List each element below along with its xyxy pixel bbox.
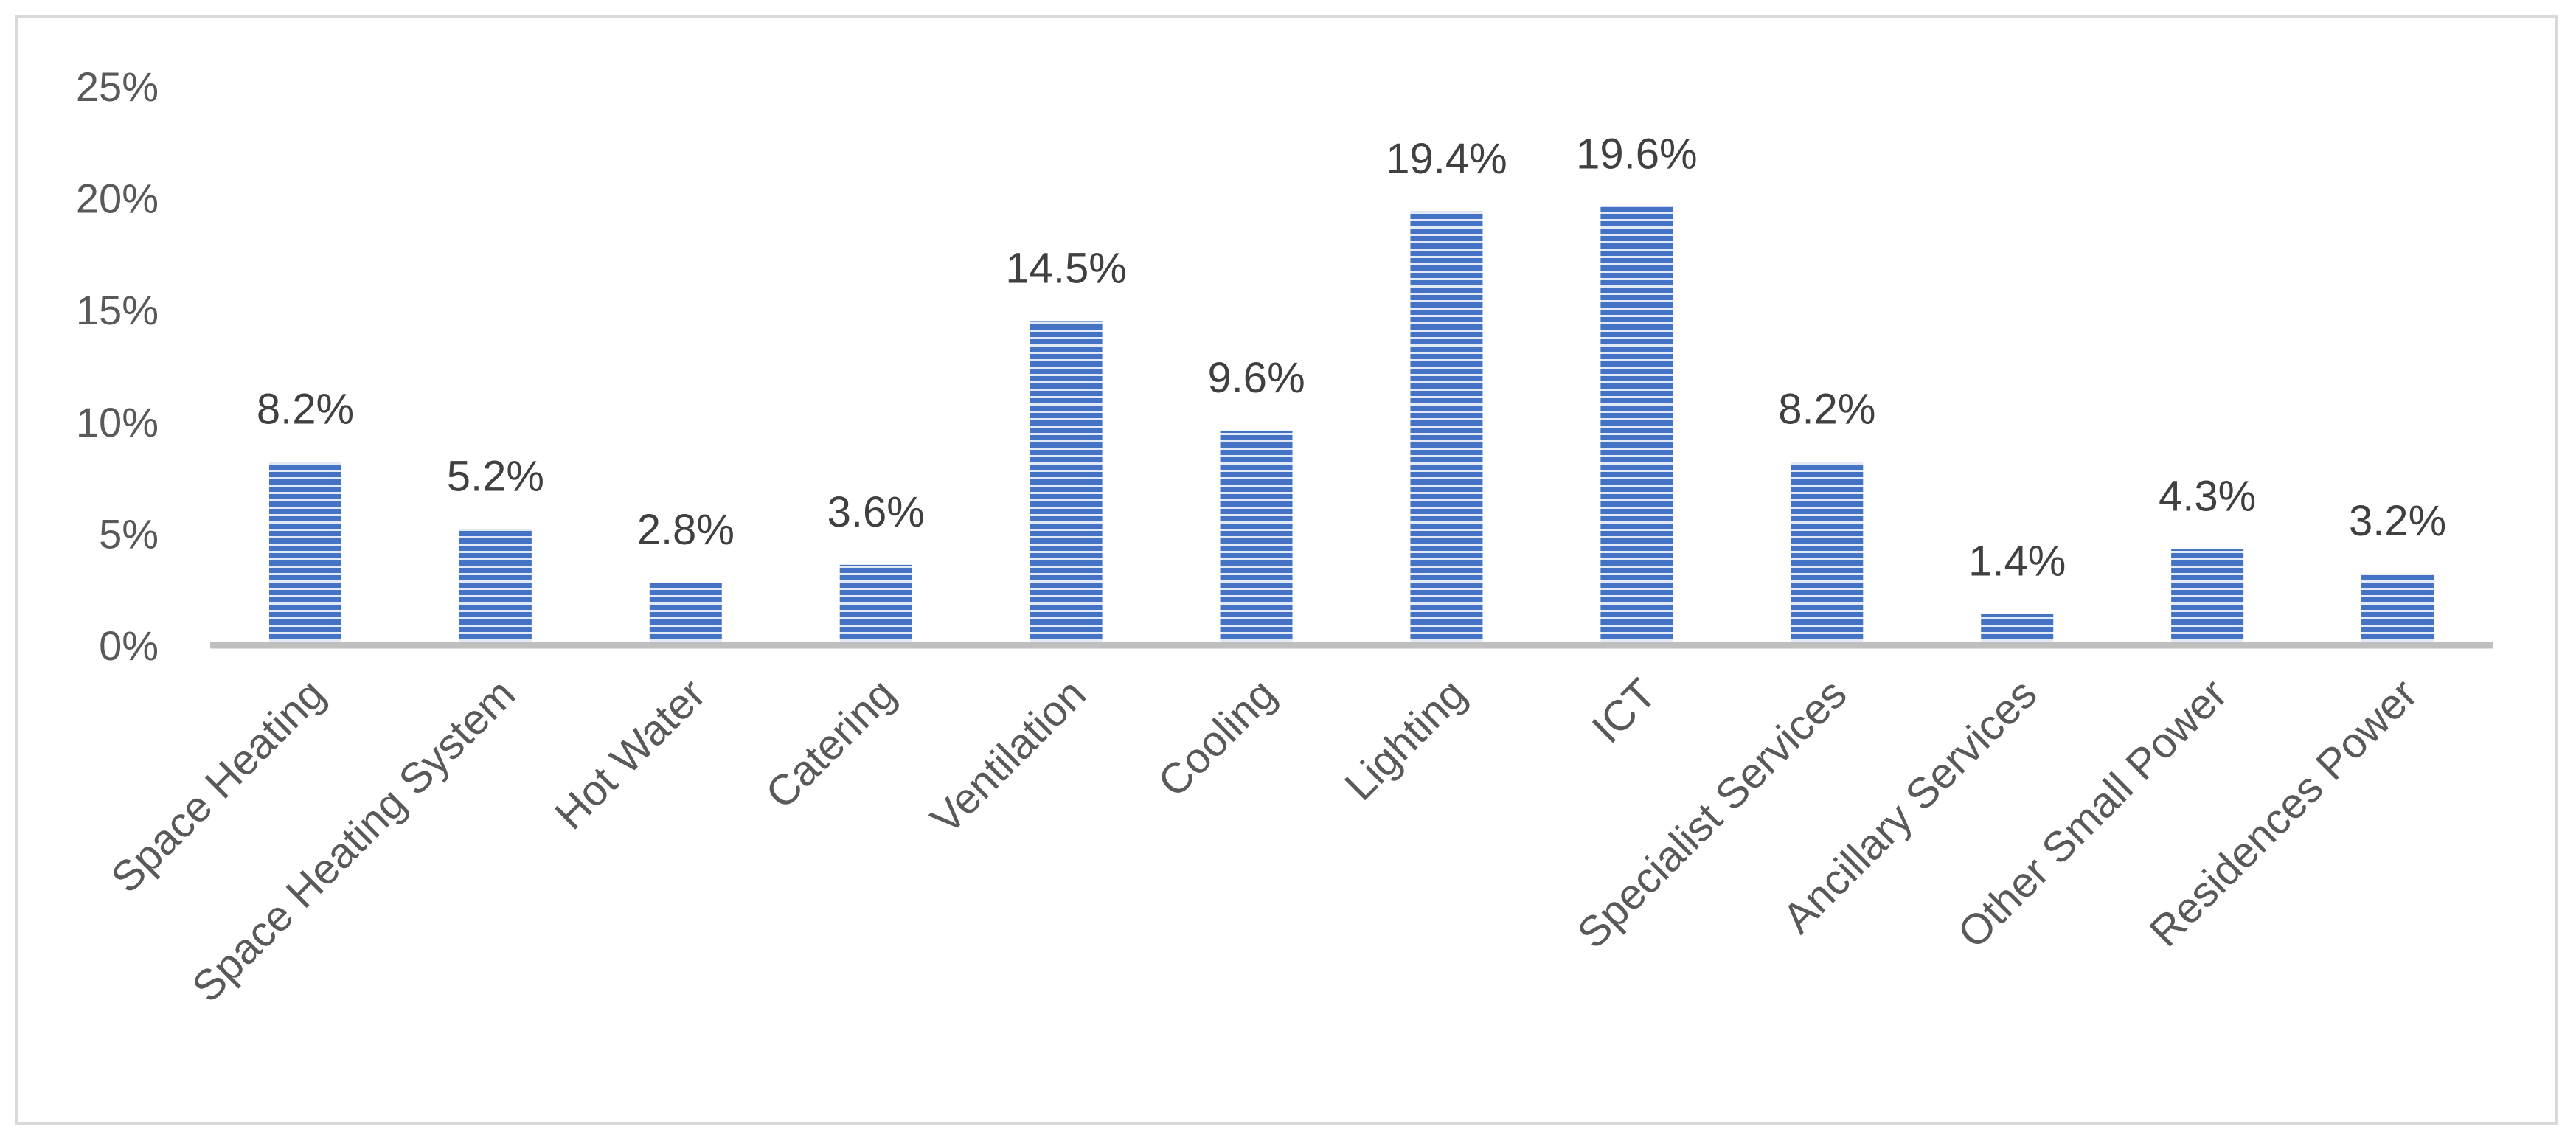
data-label: 1.4% bbox=[1968, 538, 2066, 586]
bar bbox=[1600, 206, 1673, 645]
data-labels: 8.2% 5.2% 2.8% 3.6% 14.5% 9.6% 19.4% 19.6% 8.2% 1… bbox=[257, 131, 2446, 586]
bar bbox=[1791, 462, 1864, 645]
y-tick-label: 25% bbox=[76, 63, 159, 110]
data-label: 8.2% bbox=[1778, 385, 1875, 433]
y-tick-label: 20% bbox=[76, 176, 159, 222]
data-label: 8.2% bbox=[257, 385, 354, 433]
data-label: 5.2% bbox=[447, 452, 544, 500]
bar bbox=[1981, 614, 2054, 645]
data-label: 14.5% bbox=[1005, 244, 1126, 292]
data-label: 3.6% bbox=[827, 488, 925, 536]
data-label: 2.8% bbox=[637, 506, 735, 554]
category-label: Cooling bbox=[1149, 670, 1285, 806]
data-label: 19.6% bbox=[1576, 131, 1697, 178]
bar bbox=[839, 564, 912, 645]
bar bbox=[2171, 549, 2244, 645]
y-axis-tick-labels: 0% 5% 10% 15% 20% 25% bbox=[76, 63, 159, 669]
data-label: 3.2% bbox=[2349, 497, 2446, 545]
y-tick-label: 5% bbox=[99, 510, 159, 557]
data-label: 4.3% bbox=[2159, 473, 2256, 521]
category-label: Hot Water bbox=[546, 670, 715, 838]
data-label: 9.6% bbox=[1207, 354, 1305, 402]
y-tick-label: 0% bbox=[99, 622, 159, 669]
y-tick-label: 10% bbox=[76, 399, 159, 445]
bar bbox=[649, 583, 722, 645]
category-label: Ventilation bbox=[922, 670, 1095, 843]
bars bbox=[268, 206, 2434, 645]
bar bbox=[1410, 211, 1483, 645]
data-label: 19.4% bbox=[1386, 135, 1507, 183]
bar bbox=[2361, 573, 2434, 645]
category-label: Lighting bbox=[1336, 670, 1476, 810]
bar bbox=[459, 529, 532, 645]
category-label: Catering bbox=[757, 670, 905, 818]
category-label: ICT bbox=[1583, 670, 1666, 752]
bar bbox=[1030, 321, 1103, 645]
y-tick-label: 15% bbox=[76, 287, 159, 333]
bar bbox=[268, 462, 341, 645]
category-label: Space Heating System bbox=[183, 670, 524, 1011]
bar bbox=[1220, 430, 1293, 645]
